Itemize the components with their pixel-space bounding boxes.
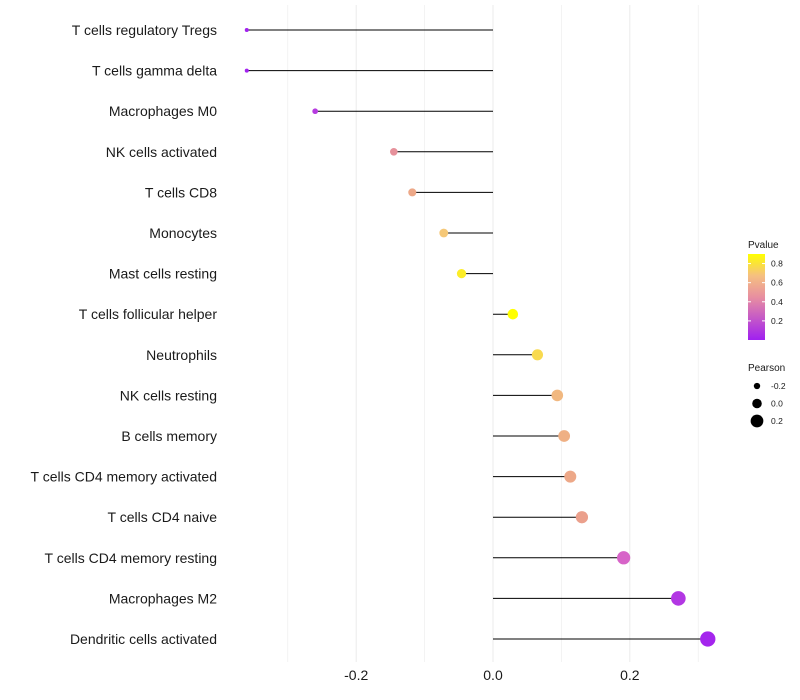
size-legend-items: -0.2 0.0 0.2 [750, 381, 786, 428]
size-legend-label: -0.2 [771, 381, 786, 391]
category-label: NK cells activated [106, 144, 217, 160]
lollipop-point [558, 430, 571, 442]
lollipop-point [617, 551, 631, 565]
category-label: T cells regulatory Tregs [72, 22, 217, 38]
color-legend-title: Pvalue [748, 240, 779, 251]
category-label: Macrophages M2 [109, 590, 217, 606]
x-tick-label: 0.2 [620, 667, 640, 683]
category-label: T cells CD4 memory activated [31, 469, 217, 485]
size-legend-label: 0.0 [771, 399, 783, 409]
x-axis-tick-labels: -0.2 0.0 0.2 [344, 667, 640, 683]
lollipop-point [390, 147, 398, 156]
category-label: Mast cells resting [109, 266, 217, 282]
category-label: NK cells resting [120, 387, 217, 403]
lollipop-point [671, 591, 686, 606]
lollipop-point [700, 631, 716, 647]
color-legend-tick-label: 0.6 [771, 278, 783, 288]
y-axis-category-labels: T cells regulatory Tregs T cells gamma de… [31, 22, 218, 647]
color-legend-tick-label: 0.8 [771, 259, 783, 269]
category-label: Neutrophils [146, 347, 217, 363]
category-label: Dendritic cells activated [70, 631, 217, 647]
category-label: B cells memory [121, 428, 217, 444]
color-legend-bar [748, 254, 765, 340]
color-legend-ticks: 0.8 0.6 0.4 0.2 [748, 259, 783, 326]
color-legend-tick-label: 0.4 [771, 297, 783, 307]
category-label: Macrophages M0 [109, 103, 217, 119]
x-tick-label: 0.0 [483, 667, 503, 683]
size-legend-dot [752, 398, 762, 409]
lollipop-point [575, 511, 589, 524]
gridlines [287, 5, 699, 662]
lollipop-point [531, 349, 544, 361]
category-label: Monocytes [149, 225, 217, 241]
lollipop-point [551, 389, 564, 402]
x-tick-label: -0.2 [344, 667, 368, 683]
category-label: T cells CD4 memory resting [45, 550, 217, 566]
category-label: T cells CD4 naive [108, 509, 218, 525]
color-legend-tick-label: 0.2 [771, 316, 783, 326]
lollipop-point [507, 308, 519, 320]
legend: Pvalue 0.8 0.6 0.4 0.2 Pearson -0.2 0.0 0.2 [748, 240, 786, 428]
lollipop-points [244, 28, 716, 647]
lollipop-point [439, 228, 449, 238]
lollipop-point [244, 68, 249, 73]
lollipop-point [564, 470, 577, 483]
category-label: T cells CD8 [145, 184, 217, 200]
lollipop-point [456, 268, 467, 279]
lollipop-point [408, 188, 417, 197]
lollipop-point [244, 28, 249, 32]
lollipop-stems [246, 29, 708, 640]
size-legend-title: Pearson [748, 363, 785, 374]
size-legend-dot [750, 414, 764, 428]
size-legend-dot [753, 382, 761, 390]
lollipop-point [312, 108, 318, 115]
size-legend-label: 0.2 [771, 416, 783, 426]
category-label: T cells follicular helper [79, 306, 218, 322]
category-label: T cells gamma delta [92, 63, 217, 79]
